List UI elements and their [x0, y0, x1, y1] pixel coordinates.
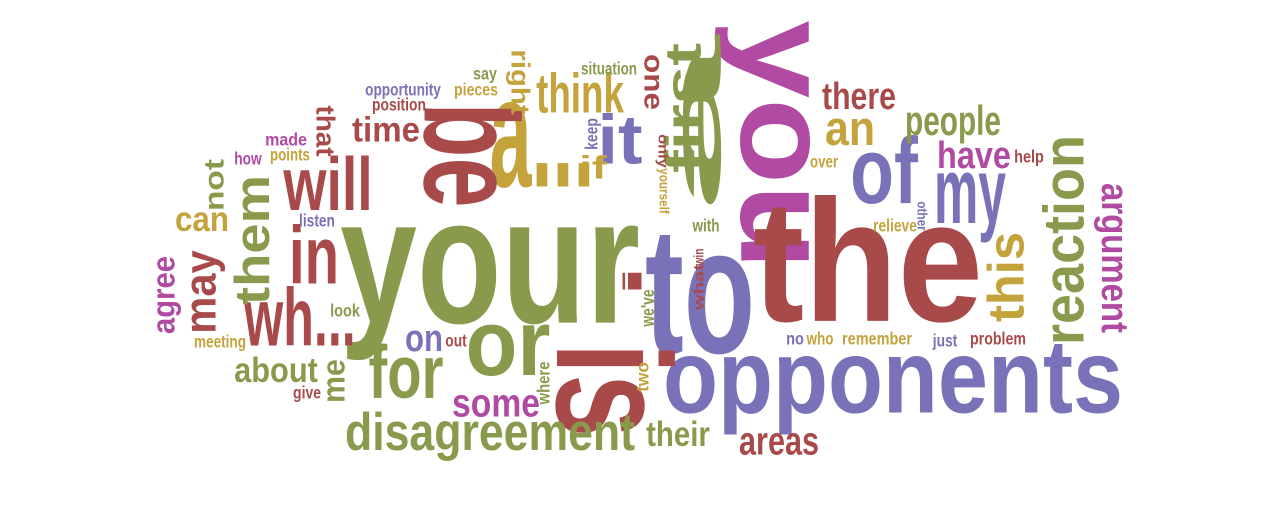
word-30: areas [739, 419, 819, 464]
word-63: yourself [656, 168, 672, 214]
word-62: only [655, 134, 670, 168]
word-38: on [405, 318, 443, 359]
word-47: position [372, 96, 426, 115]
word-23: an [825, 100, 875, 156]
word-48: pieces [454, 81, 498, 100]
word-43: if [579, 150, 608, 186]
word-55: look [330, 303, 360, 321]
word-19: reaction [1031, 135, 1096, 345]
word-2: your [340, 160, 640, 362]
word-66: win [691, 248, 707, 266]
word-74: just [932, 332, 957, 351]
word-9: is [522, 343, 704, 438]
word-4: the [753, 164, 983, 358]
word-37: not [198, 159, 230, 211]
word-8: a [657, 34, 735, 214]
word-11: it [598, 101, 643, 179]
word-7: be [395, 102, 544, 207]
word-28: have [937, 135, 1011, 177]
word-24: this [977, 232, 1034, 322]
word-27: there [822, 76, 896, 118]
word-54: listen [299, 212, 335, 231]
word-41: that [311, 105, 340, 156]
word-51: made [265, 130, 307, 150]
word-26: people [905, 97, 1001, 144]
word-40: one [638, 54, 669, 110]
word-31: their [646, 415, 710, 454]
word-67: over [810, 153, 838, 172]
word-22: first [654, 43, 711, 173]
word-18: them [225, 175, 280, 305]
word-44: i [619, 264, 648, 298]
word-52: points [270, 146, 310, 165]
word-50: situation [581, 60, 637, 79]
word-5: opponents [663, 318, 1123, 435]
word-32: about [234, 350, 318, 389]
word-56: meeting [194, 333, 246, 352]
word-73: remember [842, 330, 912, 348]
word-49: say [473, 65, 497, 83]
word-58: give [293, 384, 321, 403]
word-15: in [289, 209, 339, 301]
word-60: two [633, 362, 653, 392]
word-1: you [714, 20, 857, 270]
word-71: no [786, 331, 804, 349]
word-59: where [535, 361, 554, 405]
word-70: help [1014, 148, 1044, 166]
word-45: we've [638, 289, 658, 327]
word-35: may [177, 250, 226, 334]
word-36: agree [145, 256, 182, 334]
word-72: who [806, 330, 834, 349]
word-3: to [645, 191, 755, 392]
word-33: time [352, 110, 420, 149]
word-61: keep [583, 118, 602, 150]
word-25: argument [1094, 183, 1135, 333]
word-42: right [506, 49, 535, 114]
word-64: with [692, 217, 720, 236]
word-14: will [283, 143, 373, 227]
word-10: or [465, 290, 550, 395]
word-20: disagreement [345, 404, 635, 462]
word-6: a... [490, 45, 595, 221]
word-13: my [934, 138, 1006, 243]
word-21: think [536, 62, 624, 124]
word-68: relieve [873, 217, 917, 236]
word-65: what [691, 264, 707, 312]
word-39: me [316, 359, 352, 403]
word-57: out [445, 332, 466, 351]
word-53: how [234, 150, 262, 169]
word-17: for [369, 331, 444, 415]
word-12: of [850, 117, 918, 223]
word-46: opportunity [365, 81, 441, 100]
word-16: wh... [244, 273, 356, 363]
word-69: other [914, 201, 930, 231]
word-75: problem [970, 330, 1026, 349]
word-29: some [452, 380, 540, 425]
word-34: can [175, 201, 229, 240]
